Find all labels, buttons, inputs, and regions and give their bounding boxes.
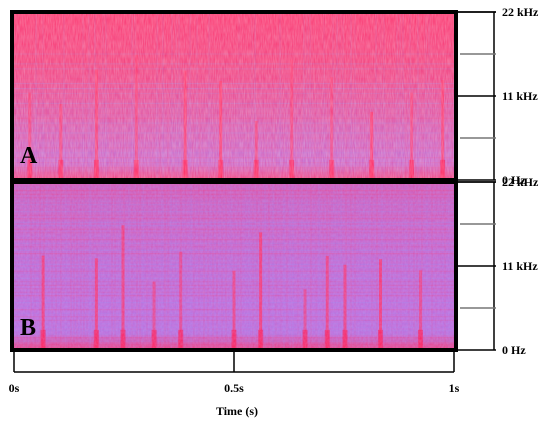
time-axis-title: Time (s) xyxy=(216,404,258,418)
frequency-tick-label: 11 kHz xyxy=(502,89,538,103)
frequency-axis-a: 22 kHz 11 kHz 0 Hz xyxy=(458,5,539,187)
frequency-tick-label: 22 kHz xyxy=(502,175,539,189)
time-tick-label: 1s xyxy=(449,381,460,395)
panel-label-a: A xyxy=(20,143,38,169)
frequency-axis-b: 22 kHz 11 kHz 0 Hz xyxy=(458,175,539,357)
time-tick-label: 0.5s xyxy=(224,381,244,395)
frequency-tick-label: 0 Hz xyxy=(502,343,526,357)
spectrogram-a-texture xyxy=(12,12,456,180)
spectrogram-b-frame xyxy=(10,180,458,352)
spectrogram-b-texture xyxy=(12,182,456,350)
spectrogram-panel-b: B xyxy=(10,180,458,352)
frequency-tick-label: 11 kHz xyxy=(502,259,538,273)
panel-label-b: B xyxy=(20,315,36,341)
spectrogram-panel-a: A xyxy=(10,10,458,182)
frequency-tick-label: 22 kHz xyxy=(502,5,539,19)
time-axis: 0s 0.5s 1s xyxy=(9,352,460,395)
time-tick-label: 0s xyxy=(9,381,20,395)
frequency-tick-label: 0 Hz xyxy=(502,173,526,187)
